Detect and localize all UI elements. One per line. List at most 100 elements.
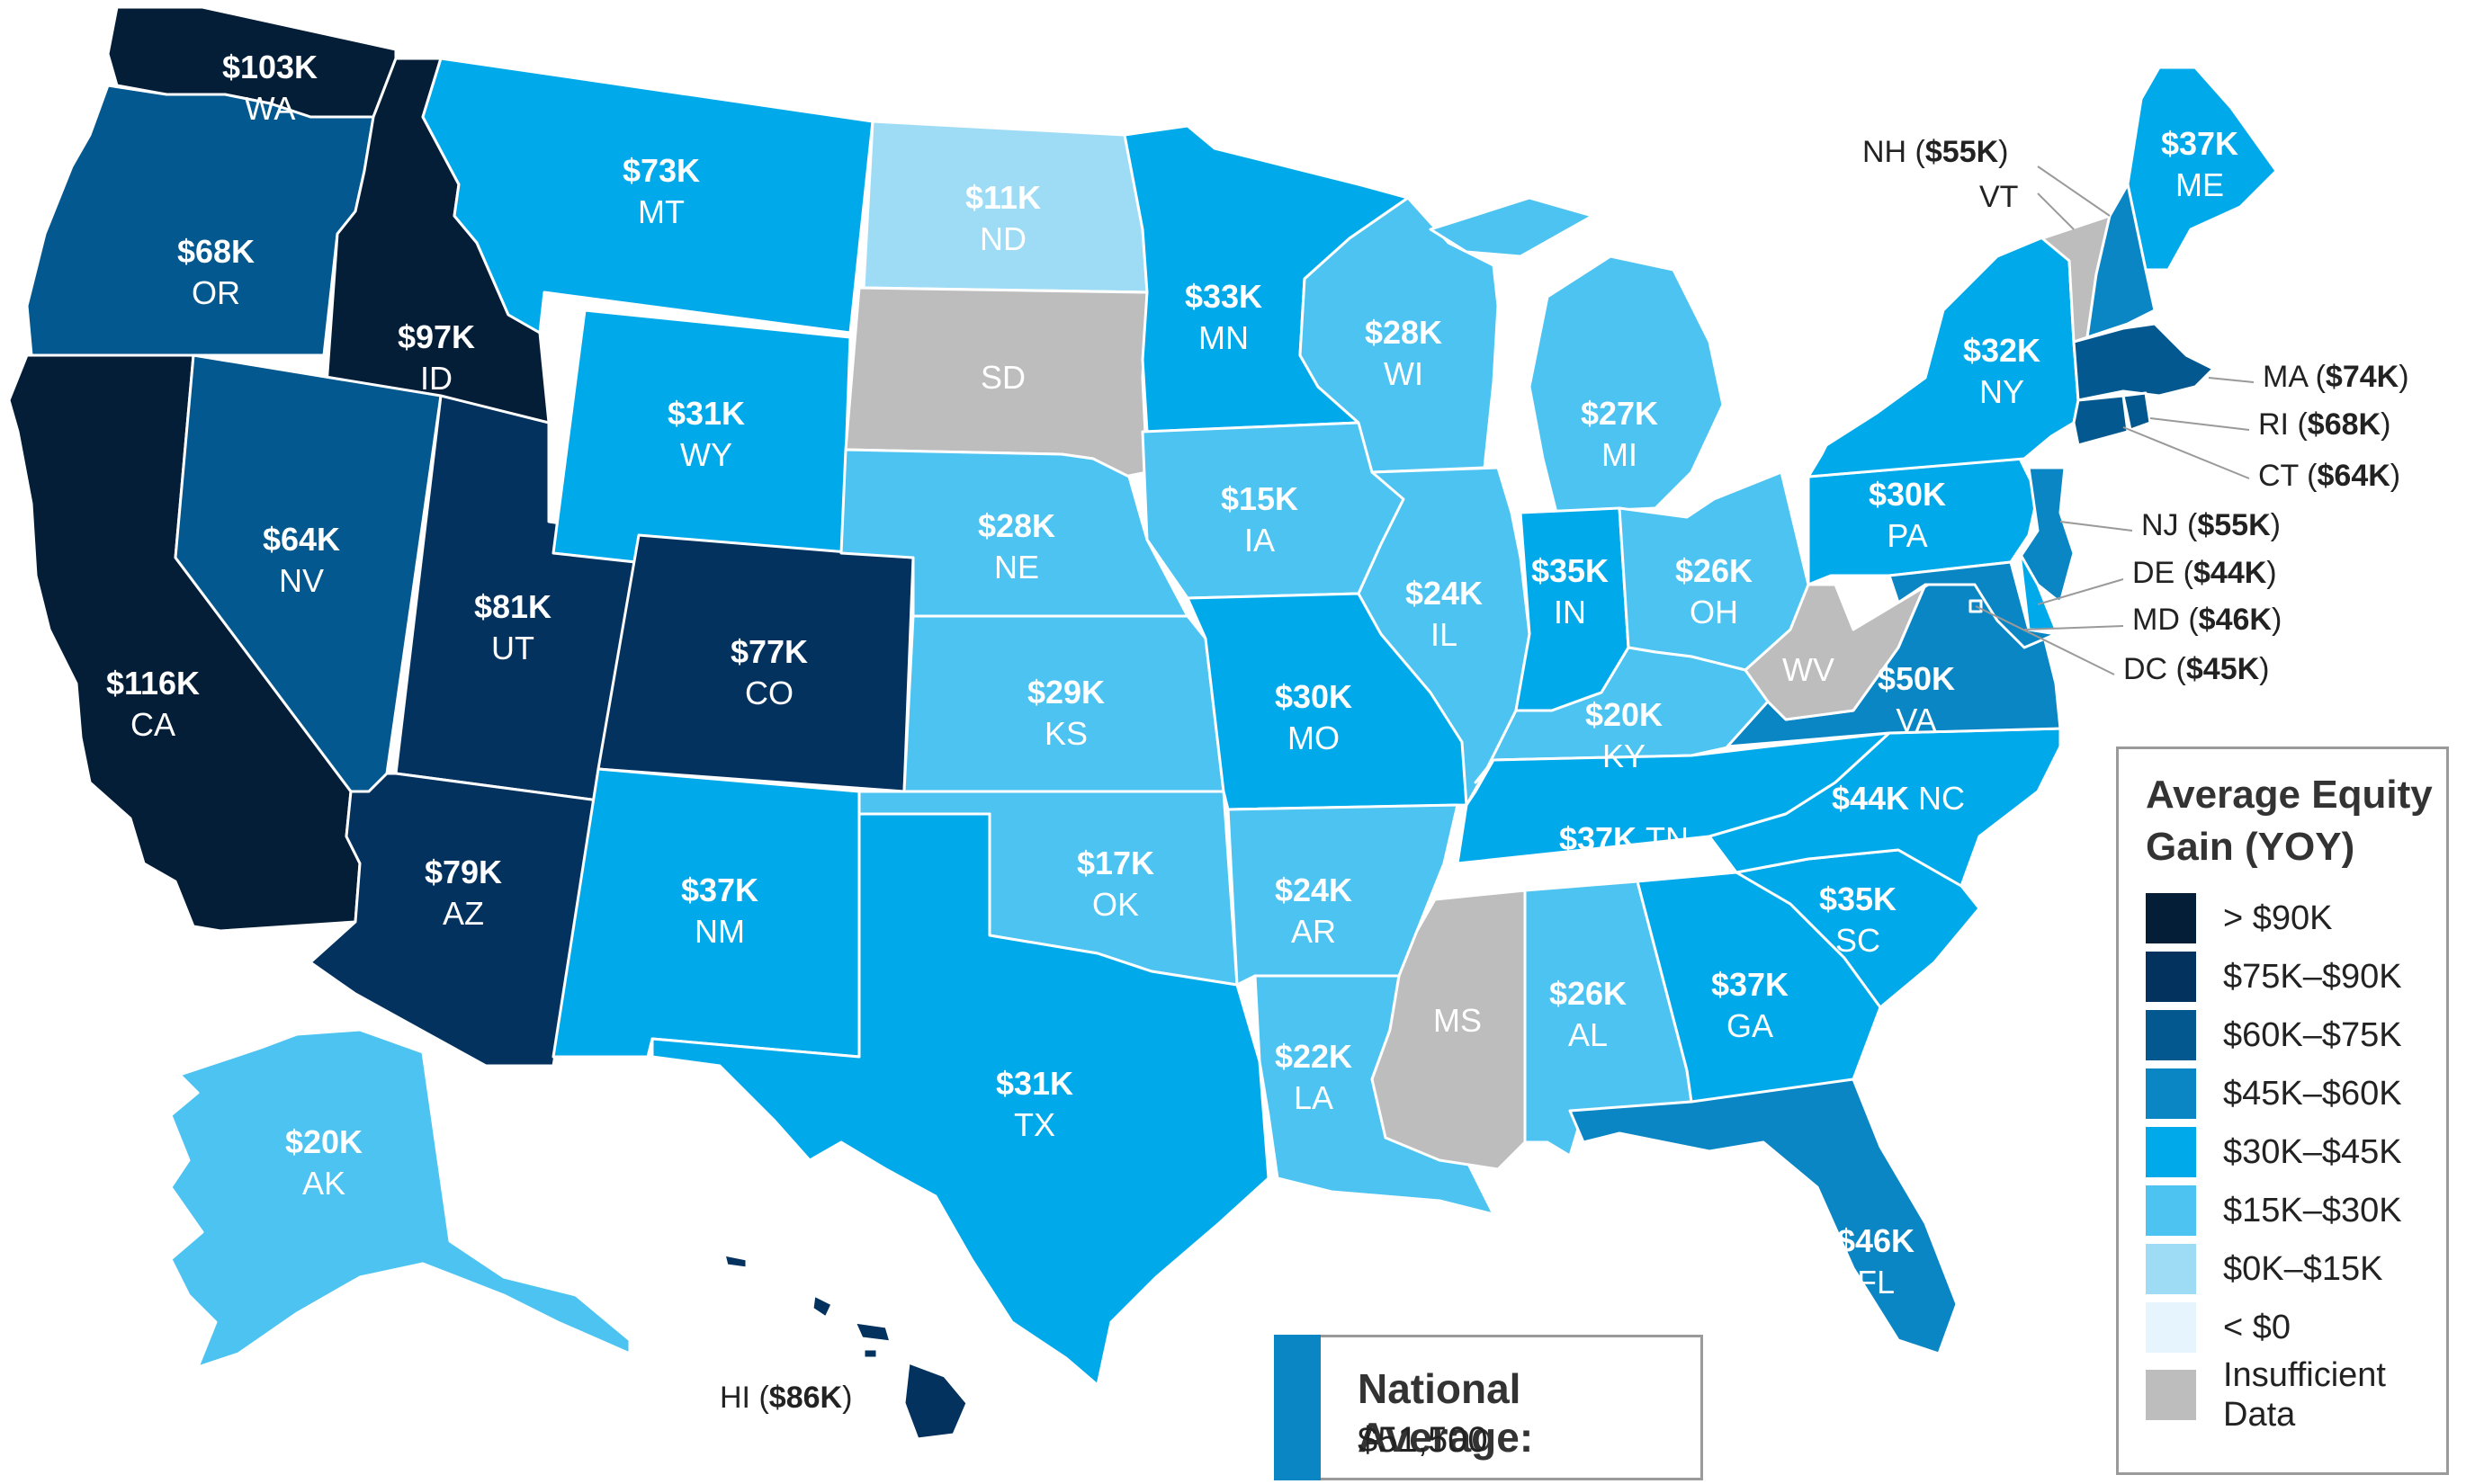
value-co: $77K [731, 633, 808, 670]
label-ma: MA ($74K) [2263, 360, 2409, 394]
leader-line-dc [1975, 605, 2115, 675]
value-ia: $15K [1221, 480, 1298, 517]
code-or: OR [192, 274, 240, 311]
legend-swatch [2146, 1185, 2196, 1236]
value-az: $79K [425, 854, 502, 890]
value-ne: $28K [978, 507, 1055, 544]
legend-title: Average Equity Gain (YOY) [2146, 773, 2433, 869]
code-mt: MT [638, 193, 685, 230]
legend-swatch [2146, 1302, 2196, 1353]
code-ut: UT [491, 630, 534, 666]
code-pa: PA [1887, 517, 1927, 554]
code-nv: NV [279, 562, 324, 599]
leader-line-vt [2037, 192, 2075, 230]
state-labels: $103K WA $68K OR $116K CA $97K ID $64K NV $81K UT $7… [106, 49, 2409, 1415]
label-nj: NJ ($55K) [2141, 508, 2281, 542]
label-ri: RI ($68K) [2258, 407, 2390, 442]
code-al: AL [1568, 1016, 1608, 1053]
code-mn: MN [1198, 319, 1249, 356]
code-va: VA [1896, 702, 1936, 738]
value-al: $26K [1549, 975, 1627, 1012]
code-in: IN [1554, 594, 1586, 630]
legend-label: > $90K [2223, 899, 2333, 937]
code-me: ME [2175, 166, 2224, 203]
leader-line-nh [2037, 165, 2111, 217]
value-la: $22K [1275, 1038, 1352, 1075]
code-co: CO [745, 675, 794, 711]
code-il: IL [1430, 616, 1457, 653]
code-ny: NY [1979, 373, 2024, 410]
code-ia: IA [1244, 522, 1275, 559]
label-hi: HI ($86K) [720, 1381, 852, 1415]
legend-item: $15K–$30K [2146, 1185, 2430, 1236]
legend-item: $30K–$45K [2146, 1127, 2430, 1177]
code-ak: AK [302, 1165, 345, 1202]
legend-swatch [2146, 952, 2196, 1002]
legend-swatch [2146, 1010, 2196, 1060]
code-nd: ND [980, 220, 1027, 257]
state-mi [1429, 196, 1725, 514]
code-oh: OH [1690, 594, 1738, 630]
legend-label: $75K–$90K [2223, 958, 2402, 996]
code-az: AZ [443, 895, 484, 932]
value-wa: $103K [222, 49, 318, 85]
legend-item: Insufficient Data [2146, 1356, 2430, 1434]
state-shapes [7, 5, 2278, 1441]
legend-label: $15K–$30K [2223, 1192, 2402, 1229]
value-in: $35K [1531, 552, 1609, 589]
state-az [309, 772, 600, 1068]
label-tn: $37K TN [1559, 820, 1689, 857]
value-fl: $46K [1837, 1222, 1915, 1259]
state-or [25, 84, 375, 357]
value-id: $97K [398, 318, 475, 355]
legend-label: $30K–$45K [2223, 1133, 2402, 1171]
code-ga: GA [1726, 1007, 1773, 1044]
state-nc [1708, 727, 2062, 888]
value-ks: $29K [1027, 674, 1105, 711]
state-ct [2072, 394, 2130, 447]
value-ga: $37K [1711, 966, 1789, 1003]
value-ok: $17K [1077, 845, 1154, 881]
value-ut: $81K [474, 588, 551, 625]
state-tx [650, 812, 1270, 1387]
label-de: DE ($44K) [2132, 556, 2277, 590]
state-nh [2085, 183, 2157, 339]
code-ks: KS [1045, 715, 1088, 752]
value-ar: $24K [1275, 872, 1352, 908]
code-ms: MS [1433, 1002, 1482, 1039]
leader-line-ma [2208, 377, 2255, 383]
value-nv: $64K [263, 521, 340, 558]
state-ma [2072, 322, 2215, 402]
code-tx: TX [1014, 1106, 1055, 1143]
value-ak: $20K [285, 1123, 363, 1160]
code-wy: WY [680, 436, 732, 473]
state-ri [2121, 391, 2152, 432]
code-ok: OK [1092, 886, 1139, 923]
label-ct: CT ($64K) [2258, 459, 2400, 493]
value-me: $37K [2161, 125, 2238, 162]
state-ne [839, 448, 1189, 618]
legend-item: > $90K [2146, 893, 2430, 943]
national-average-box: National Average: $51,500 [1274, 1335, 1703, 1480]
value-mo: $30K [1275, 678, 1352, 715]
legend-swatch [2146, 1068, 2196, 1119]
value-or: $68K [177, 233, 255, 270]
value-va: $50K [1878, 660, 1955, 697]
value-mi: $27K [1581, 395, 1658, 432]
code-fl: FL [1857, 1264, 1895, 1301]
legend: Average Equity Gain (YOY) > $90K $75K–$90… [2116, 746, 2449, 1475]
legend-item: $45K–$60K [2146, 1068, 2430, 1119]
leader-line-ct [2122, 426, 2250, 479]
national-average-swatch [1274, 1335, 1321, 1480]
state-nj [2018, 466, 2076, 604]
value-tx: $31K [996, 1065, 1073, 1102]
value-ny: $32K [1963, 332, 2040, 369]
label-md: MD ($46K) [2132, 603, 2282, 637]
state-me [2126, 66, 2278, 272]
legend-item: $60K–$75K [2146, 1010, 2430, 1060]
code-sd: SD [981, 359, 1026, 396]
state-md [1888, 560, 2058, 649]
state-ak [169, 1028, 632, 1369]
label-nc: $44K NC [1832, 780, 1965, 817]
